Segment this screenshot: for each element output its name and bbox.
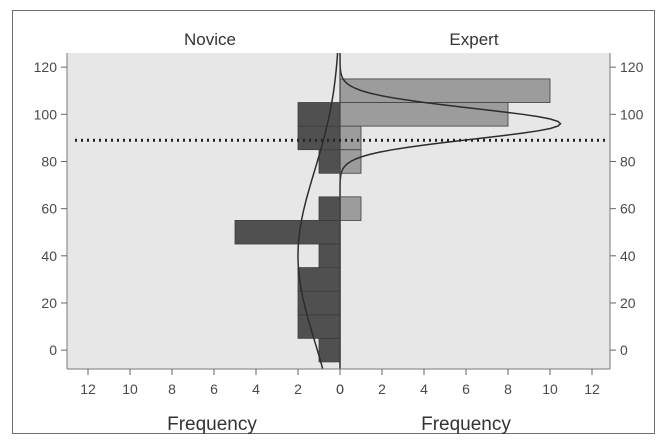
right-y-tick-label-3: 60 — [620, 201, 636, 217]
expert-bar-3 — [339, 78, 551, 103]
left-y-tick-label-1: 20 — [41, 295, 57, 311]
left-x-tick-label-2: 8 — [168, 381, 176, 397]
left-y-tick-label-0: 0 — [49, 342, 57, 358]
novice-bar-6 — [318, 196, 341, 221]
right-x-tick-label-5: 10 — [542, 381, 558, 397]
novice-bar-5 — [234, 220, 341, 245]
novice-bar-3 — [297, 267, 341, 292]
right-x-tick-label-1: 2 — [378, 381, 386, 397]
expert-title: Expert — [449, 30, 498, 49]
novice-normal-curve — [297, 52, 339, 370]
left-y-tick-label-5: 100 — [34, 106, 58, 122]
expert-bar-2 — [339, 102, 509, 127]
right-x-tick-label-6: 12 — [584, 381, 600, 397]
novice-bar-9 — [297, 102, 341, 127]
novice-bar-7 — [318, 149, 341, 174]
right-x-tick-label-3: 6 — [462, 381, 470, 397]
left-x-tick-label-0: 12 — [80, 381, 96, 397]
bars-layer — [234, 78, 551, 363]
left-x-tick-label-1: 10 — [122, 381, 138, 397]
expert-bar-4 — [339, 196, 362, 221]
left-x-tick-label-6: 0 — [336, 381, 344, 397]
left-frequency-label: Frequency — [167, 414, 257, 435]
novice-bar-1 — [297, 314, 341, 339]
left-y-tick-label-3: 60 — [41, 201, 57, 217]
novice-bar-0 — [318, 337, 341, 363]
left-x-tick-label-5: 2 — [294, 381, 302, 397]
left-y-tick-label-4: 80 — [41, 153, 57, 169]
novice-bar-4 — [318, 243, 341, 268]
left-x-tick-label-4: 4 — [252, 381, 260, 397]
right-y-tick-label-6: 120 — [620, 59, 644, 75]
novice-bar-8 — [297, 125, 341, 151]
right-y-tick-label-1: 20 — [620, 295, 636, 311]
right-x-tick-label-4: 8 — [504, 381, 512, 397]
right-y-tick-label-4: 80 — [620, 153, 636, 169]
left-x-tick-label-3: 6 — [210, 381, 218, 397]
right-y-tick-label-0: 0 — [620, 342, 628, 358]
axes-layer — [61, 53, 616, 375]
left-y-tick-label-6: 120 — [34, 59, 58, 75]
expert-bar-1 — [339, 125, 362, 151]
right-y-tick-label-2: 40 — [620, 248, 636, 264]
novice-title: Novice — [184, 30, 236, 49]
left-y-tick-label-2: 40 — [41, 248, 57, 264]
right-y-tick-label-5: 100 — [620, 106, 644, 122]
right-x-tick-label-0: 0 — [336, 381, 344, 397]
right-frequency-label: Frequency — [421, 414, 511, 435]
right-x-tick-label-2: 4 — [420, 381, 428, 397]
